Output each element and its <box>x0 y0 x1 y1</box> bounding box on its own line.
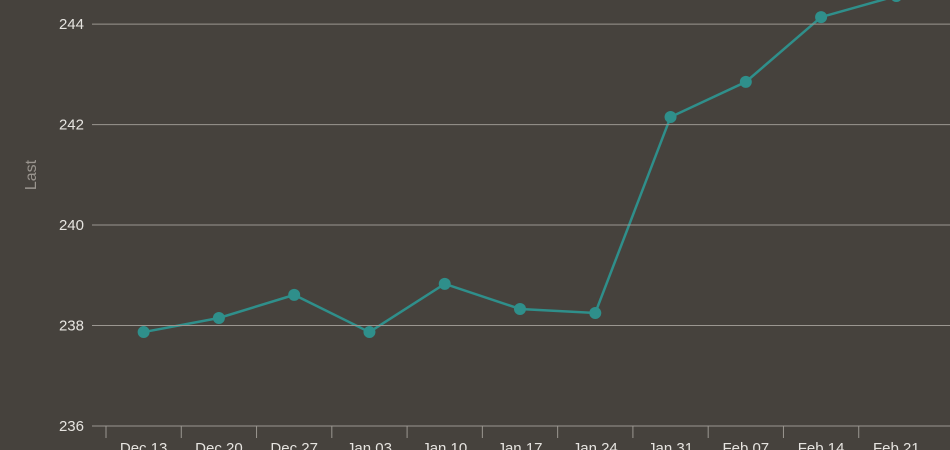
x-tick-label: Jan 17 <box>497 440 542 450</box>
y-axis-title: Last <box>23 159 40 190</box>
data-point <box>589 306 602 319</box>
data-point <box>438 277 451 290</box>
data-point <box>891 0 901 2</box>
x-tick-label: Jan 03 <box>347 440 392 450</box>
x-tick-label: Dec 13 <box>120 440 168 450</box>
y-tick-label: 240 <box>59 217 84 234</box>
y-tick-label: 236 <box>59 418 84 435</box>
data-point <box>815 11 828 24</box>
x-tick-label: Feb 21 <box>873 440 920 450</box>
series-line <box>143 0 887 334</box>
x-tick-label: Jan 10 <box>422 440 467 450</box>
x-tick-label: Feb 14 <box>798 440 845 450</box>
data-point <box>137 326 150 339</box>
x-tick-label: Jan 24 <box>573 440 618 450</box>
data-point <box>514 302 526 315</box>
y-tick-label: 238 <box>59 318 84 335</box>
x-tick-label: Dec 27 <box>270 440 318 450</box>
y-tick-label: 244 <box>59 16 84 33</box>
data-point <box>212 311 225 324</box>
data-point <box>363 326 376 339</box>
x-tick-label: Jan 31 <box>648 440 693 450</box>
data-point <box>664 111 677 124</box>
y-tick-label: 242 <box>59 117 84 134</box>
x-tick-label: Dec 20 <box>195 440 243 450</box>
plot-area <box>137 0 901 339</box>
data-point <box>288 288 301 301</box>
x-tick-label: Feb 07 <box>722 440 769 450</box>
data-point <box>739 75 752 88</box>
